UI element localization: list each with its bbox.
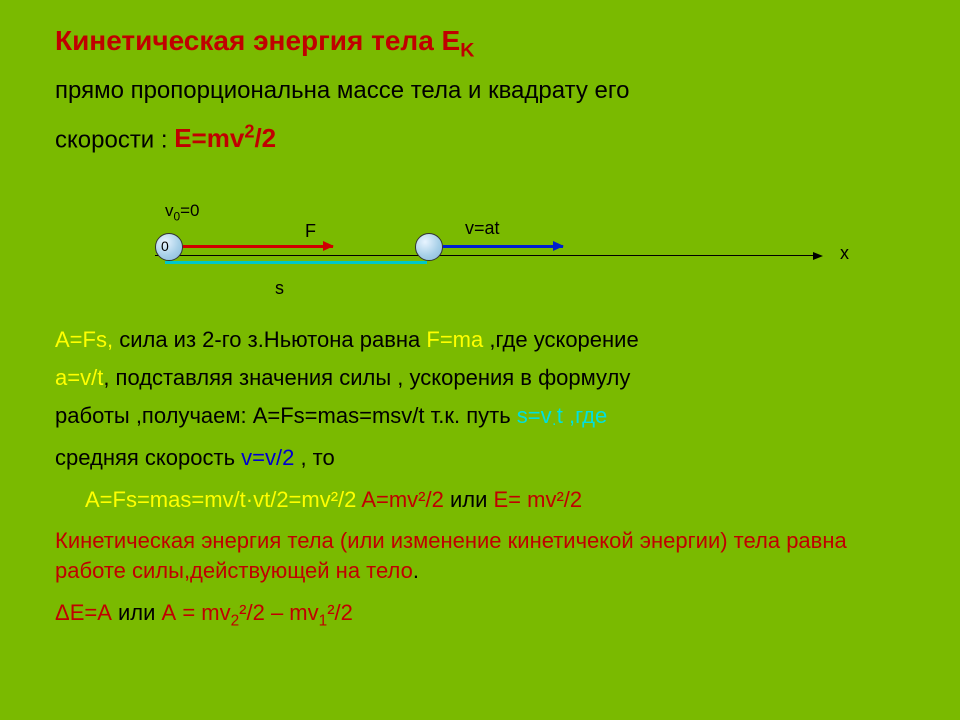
main-formula: E=mv2/2 [174,123,276,153]
displacement-line [165,261,427,264]
kinematics-diagram: x 0 v0=0 .diagram [data-name="force-arro… [115,183,905,313]
derivation-line1: A=Fs, сила из 2-го з.Ньютона равна F=ma … [55,325,905,355]
derivation-line3: работы ,получаем: А=Fs=mаs=msv/t т.к. пу… [55,401,905,435]
x-axis-arrow [813,252,823,260]
x-label: x [840,243,849,264]
derivation-line4: средняя скорость v=v/2 , то [55,443,905,473]
v0-label: v0=0 [165,201,200,223]
ball-end [415,233,443,261]
velocity-arrow [443,245,563,248]
subtitle-line1: прямо пропорциональна массе тела и квадр… [55,73,905,109]
title-sub: K [460,40,474,62]
displacement-label: s [275,278,284,299]
force-arrow [183,245,333,248]
theorem-statement: Кинетическая энергия тела (или изменение… [55,526,905,585]
derivation-result: A=Fs=mas=mv/t·vt/2=mv²/2 A=mv²/2 или E= … [55,485,905,515]
subtitle-line2: скорости : E=mv2/2 [55,119,905,159]
slide-title: Кинетическая энергия тела EK [55,25,905,63]
force-label: F [305,221,316,242]
x-axis [155,255,815,256]
final-formula: ΔE=А или А = mv2²/2 – mv1²/2 [55,598,905,632]
subtitle-pre: скорости : [55,126,174,153]
velocity-label: v=at [465,218,500,239]
derivation-line2: a=v/t, подставляя значения силы , ускоре… [55,363,905,393]
title-text: Кинетическая энергия тела E [55,25,460,56]
zero-label: 0 [161,238,169,254]
ball-start [155,233,183,261]
